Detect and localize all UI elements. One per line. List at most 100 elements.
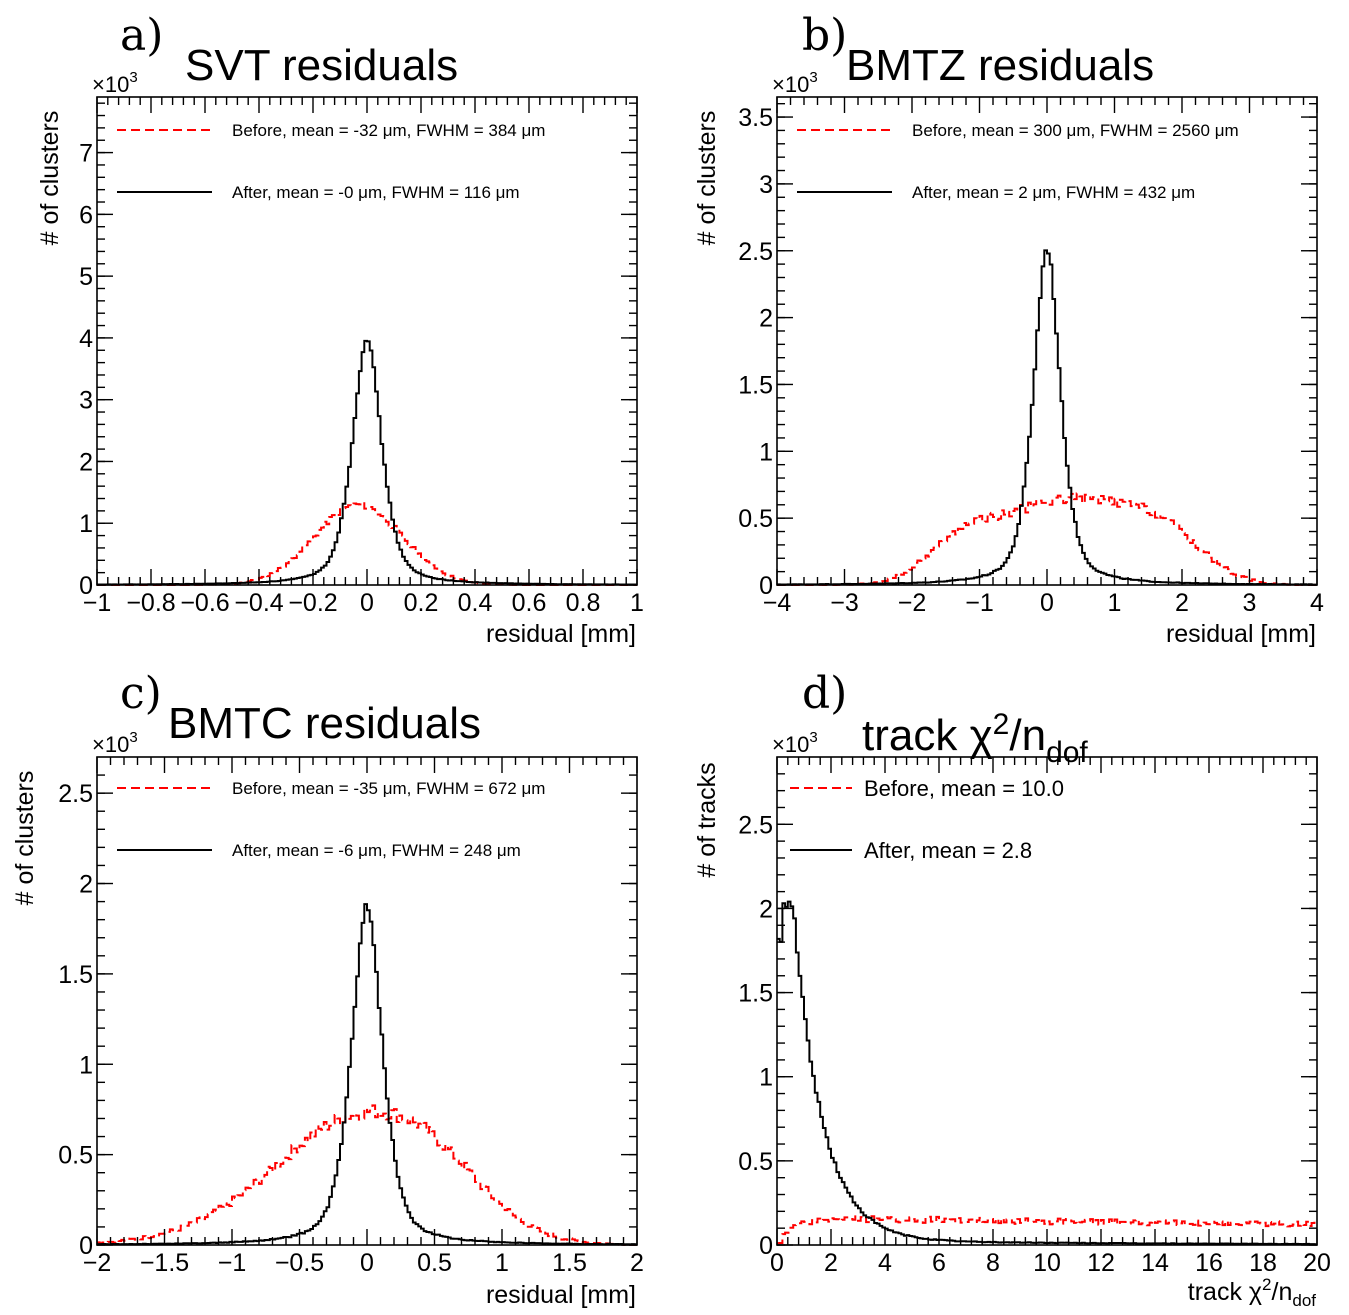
panel-letter: b) (802, 10, 847, 61)
x-tick-label: 2 (630, 1249, 644, 1277)
y-tick-label: 0 (79, 1232, 93, 1260)
x-tick-label: 1 (1108, 589, 1122, 617)
x-tick-label: 0 (360, 1249, 374, 1277)
x-tick-label: −0.4 (234, 589, 283, 617)
x-tick-label: 20 (1303, 1249, 1331, 1277)
x-tick-label: 0.5 (417, 1249, 452, 1277)
x-tick-label: −0.5 (275, 1249, 324, 1277)
legend-entry: Before, mean = 300 μm, FWHM = 2560 μm (912, 121, 1239, 140)
histogram-series-after (97, 903, 637, 1246)
y-tick-label: 5 (79, 263, 93, 291)
y-tick-label: 0 (79, 572, 93, 600)
panel-d-track-chi2: d) track χ2/ndof ×103 # of tracks track … (693, 668, 1331, 1310)
y-tick-label: 2.5 (738, 238, 773, 266)
x-tick-label: 8 (986, 1249, 1000, 1277)
y-tick-label: 4 (79, 325, 93, 353)
histogram-series-after (777, 249, 1317, 586)
x-tick-label: −2 (83, 1249, 112, 1277)
x-tick-label: −2 (898, 589, 927, 617)
x-tick-label: 0.6 (512, 589, 547, 617)
plot-frame (96, 756, 638, 1246)
x-tick-label: −0.6 (180, 589, 229, 617)
legend-entry: Before, mean = -35 μm, FWHM = 672 μm (232, 779, 545, 798)
histogram-series-after (97, 339, 637, 586)
x-tick-label: 0.2 (404, 589, 439, 617)
x-tick-label: 0 (770, 1249, 784, 1277)
x-tick-label: 4 (1310, 589, 1324, 617)
x-tick-label: 10 (1033, 1249, 1061, 1277)
x-tick-label: −1.5 (140, 1249, 189, 1277)
panel-c-bmtc-residuals: c) BMTC residuals ×103 # of clusters res… (11, 668, 644, 1309)
x-tick-label: 16 (1195, 1249, 1223, 1277)
y-tick-label: 0 (759, 572, 773, 600)
y-axis-title: # of clusters (36, 111, 64, 246)
y-tick-label: 7 (79, 140, 93, 168)
x-tick-label: 14 (1141, 1249, 1169, 1277)
panel-title: SVT residuals (185, 41, 458, 90)
y-tick-label: 0.5 (58, 1142, 93, 1170)
x-tick-label: 12 (1087, 1249, 1115, 1277)
x-axis-title: residual [mm] (486, 620, 636, 648)
x-axis-title: residual [mm] (486, 1281, 636, 1309)
y-tick-label: 1.5 (738, 980, 773, 1008)
y-tick-label: 6 (79, 201, 93, 229)
y-axis-title: # of clusters (693, 111, 721, 246)
x-tick-label: 3 (1243, 589, 1257, 617)
x-tick-label: 1 (495, 1249, 509, 1277)
y-tick-label: 3.5 (738, 104, 773, 132)
x-tick-label: 0.4 (458, 589, 493, 617)
y-multiplier: ×103 (772, 69, 818, 97)
x-tick-label: −3 (830, 589, 859, 617)
plot-frame (776, 96, 1318, 586)
y-tick-label: 1.5 (58, 961, 93, 989)
histogram-series-before (777, 1215, 1317, 1245)
x-tick-label: 0 (360, 589, 374, 617)
x-tick-label: 2 (1175, 589, 1189, 617)
x-tick-label: 2 (824, 1249, 838, 1277)
panel-title: track χ2/ndof (862, 708, 1088, 769)
y-tick-label: 2 (79, 871, 93, 899)
legend-entry: After, mean = -6 μm, FWHM = 248 μm (232, 841, 521, 860)
x-tick-label: −1 (965, 589, 994, 617)
y-tick-label: 3 (759, 171, 773, 199)
legend-entry: After, mean = 2 μm, FWHM = 432 μm (912, 183, 1195, 202)
x-axis-title: track χ2/ndof (1188, 1275, 1316, 1310)
x-tick-label: 0 (1040, 589, 1054, 617)
x-tick-label: −1 (218, 1249, 247, 1277)
histogram-series-before (777, 492, 1317, 586)
y-tick-label: 2.5 (58, 780, 93, 808)
x-tick-label: 1.5 (552, 1249, 587, 1277)
panel-letter: a) (120, 10, 163, 61)
y-tick-label: 1 (759, 438, 773, 466)
panel-a-svt-residuals: a) SVT residuals ×103 # of clusters resi… (36, 10, 644, 648)
legend-entry: Before, mean = 10.0 (864, 776, 1064, 801)
panel-b-bmtz-residuals: b) BMTZ residuals ×103 # of clusters res… (693, 10, 1324, 648)
y-tick-label: 2 (759, 305, 773, 333)
y-tick-label: 2 (79, 448, 93, 476)
y-axis-title: # of clusters (11, 771, 39, 906)
y-multiplier: ×103 (772, 729, 818, 757)
y-tick-label: 1 (79, 510, 93, 538)
y-multiplier: ×103 (92, 729, 138, 757)
x-tick-label: 18 (1249, 1249, 1277, 1277)
legend-entry: After, mean = 2.8 (864, 838, 1032, 863)
x-tick-label: −0.2 (288, 589, 337, 617)
legend-entry: Before, mean = -32 μm, FWHM = 384 μm (232, 121, 545, 140)
panel-letter: d) (802, 668, 847, 719)
panel-title: BMTZ residuals (846, 41, 1154, 90)
panel-title: BMTC residuals (168, 699, 481, 748)
x-tick-label: −4 (763, 589, 792, 617)
x-tick-label: 0.8 (566, 589, 601, 617)
x-tick-label: 1 (630, 589, 644, 617)
y-axis-title: # of tracks (693, 762, 721, 877)
x-tick-label: −1 (83, 589, 112, 617)
histogram-series-after (777, 900, 1317, 1246)
y-tick-label: 0 (759, 1232, 773, 1260)
y-tick-label: 0.5 (738, 1148, 773, 1176)
panel-letter: c) (120, 668, 162, 719)
x-tick-label: 4 (878, 1249, 892, 1277)
legend-entry: After, mean = -0 μm, FWHM = 116 μm (232, 183, 520, 202)
y-tick-label: 1 (79, 1051, 93, 1079)
y-tick-label: 0.5 (738, 505, 773, 533)
